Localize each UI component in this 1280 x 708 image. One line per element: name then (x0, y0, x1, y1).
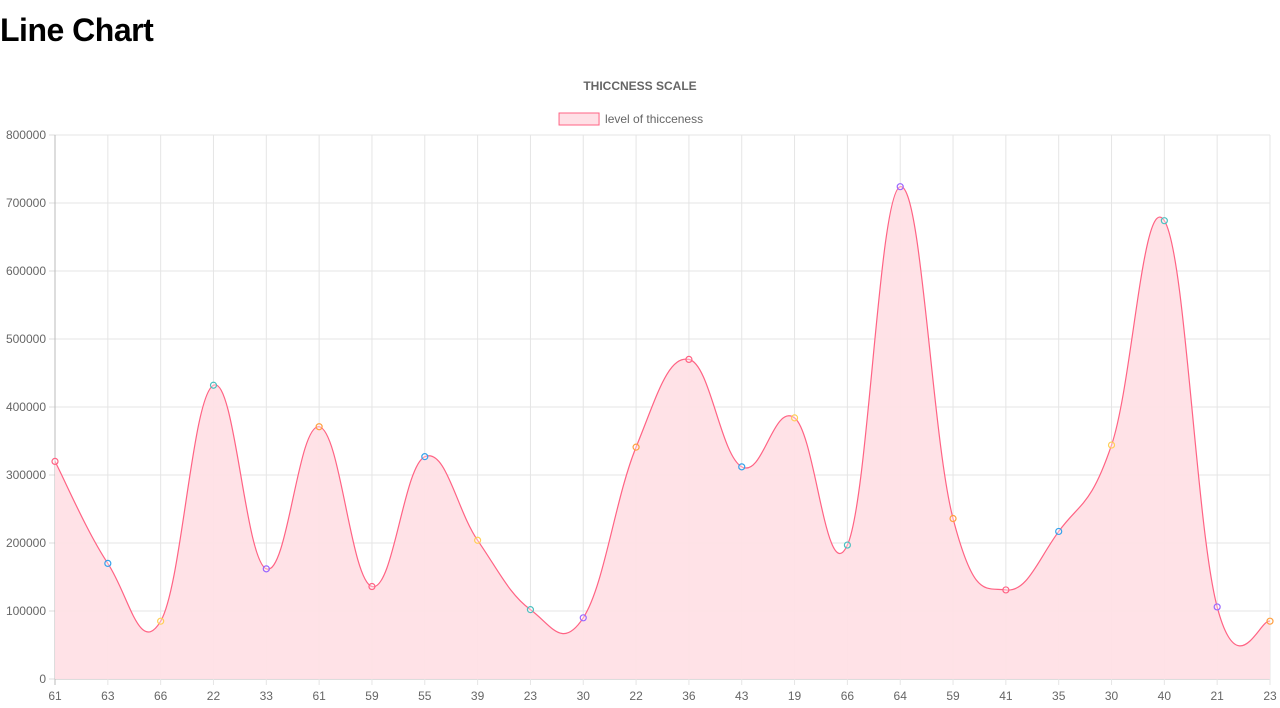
y-tick-label: 0 (39, 672, 46, 686)
x-tick-label: 41 (999, 689, 1013, 703)
chart-container: THICCNESS SCALE level of thicceness 61 63… (0, 70, 1280, 708)
data-point (526, 606, 535, 614)
x-tick-label: 30 (1105, 689, 1119, 703)
data-point (51, 457, 59, 465)
data-point (949, 514, 957, 523)
y-tick-label: 600000 (6, 264, 46, 278)
data-point (1160, 217, 1168, 225)
data-point (896, 183, 904, 191)
x-tick-label: 64 (894, 689, 908, 703)
x-tick-label: 55 (418, 689, 432, 703)
data-point (474, 536, 482, 544)
data-point (1266, 617, 1274, 625)
x-tick-label: 66 (841, 689, 855, 703)
x-tick-label: 23 (524, 689, 538, 703)
data-point (685, 355, 693, 363)
data-point (1213, 603, 1221, 611)
legend-label: level of thicceness (605, 112, 703, 126)
x-tick-label: 19 (788, 689, 802, 703)
data-point (104, 559, 112, 567)
x-tick-label: 61 (48, 689, 62, 703)
data-point (738, 463, 746, 471)
series-fill (55, 186, 1270, 679)
y-tick-label: 300000 (6, 468, 46, 482)
data-point (632, 443, 640, 451)
x-tick-label: 40 (1158, 689, 1172, 703)
y-tick-label: 400000 (6, 400, 46, 414)
line-chart: THICCNESS SCALE level of thicceness 61 63… (6, 79, 1277, 703)
x-tick-label: 22 (629, 689, 643, 703)
page-title: Line Chart (0, 12, 154, 48)
y-axis-ticks: 0 100000 200000 300000 400000 500000 600000 700… (6, 128, 46, 686)
series-line (54, 186, 1271, 647)
x-tick-label: 23 (1263, 689, 1277, 703)
y-tick-label: 700000 (6, 196, 46, 210)
data-point (1107, 441, 1116, 449)
x-tick-label: 21 (1210, 689, 1224, 703)
x-tick-label: 43 (735, 689, 749, 703)
data-point (209, 381, 218, 389)
legend[interactable]: level of thicceness (558, 112, 703, 126)
x-tick-label: 59 (946, 689, 960, 703)
data-point (579, 614, 587, 622)
data-point (157, 617, 165, 625)
data-point (1055, 527, 1063, 536)
x-tick-label: 35 (1052, 689, 1066, 703)
data-points (51, 183, 1274, 625)
x-tick-label: 59 (365, 689, 379, 703)
data-point (790, 414, 799, 422)
x-tick-label: 61 (312, 689, 326, 703)
y-tick-label: 500000 (6, 332, 46, 346)
x-tick-label: 22 (207, 689, 221, 703)
x-tick-label: 66 (154, 689, 168, 703)
series-area (54, 186, 1271, 679)
data-point (421, 453, 429, 461)
y-tick-label: 200000 (6, 536, 46, 550)
data-point (368, 582, 376, 591)
x-tick-label: 33 (260, 689, 274, 703)
data-point (1002, 586, 1010, 594)
data-point (262, 565, 270, 573)
data-point (315, 423, 323, 431)
legend-swatch (558, 112, 600, 126)
x-tick-label: 36 (682, 689, 696, 703)
y-tick-label: 800000 (6, 128, 46, 142)
data-point (843, 541, 851, 549)
x-axis-ticks: 61 63 66 22 33 61 59 55 39 23 30 22 36 43 19 66 64 59 41 35… (48, 689, 1277, 703)
x-tick-label: 63 (101, 689, 115, 703)
x-tick-label: 39 (471, 689, 485, 703)
y-tick-label: 100000 (6, 604, 46, 618)
x-tick-label: 30 (577, 689, 591, 703)
chart-title: THICCNESS SCALE (583, 79, 696, 93)
